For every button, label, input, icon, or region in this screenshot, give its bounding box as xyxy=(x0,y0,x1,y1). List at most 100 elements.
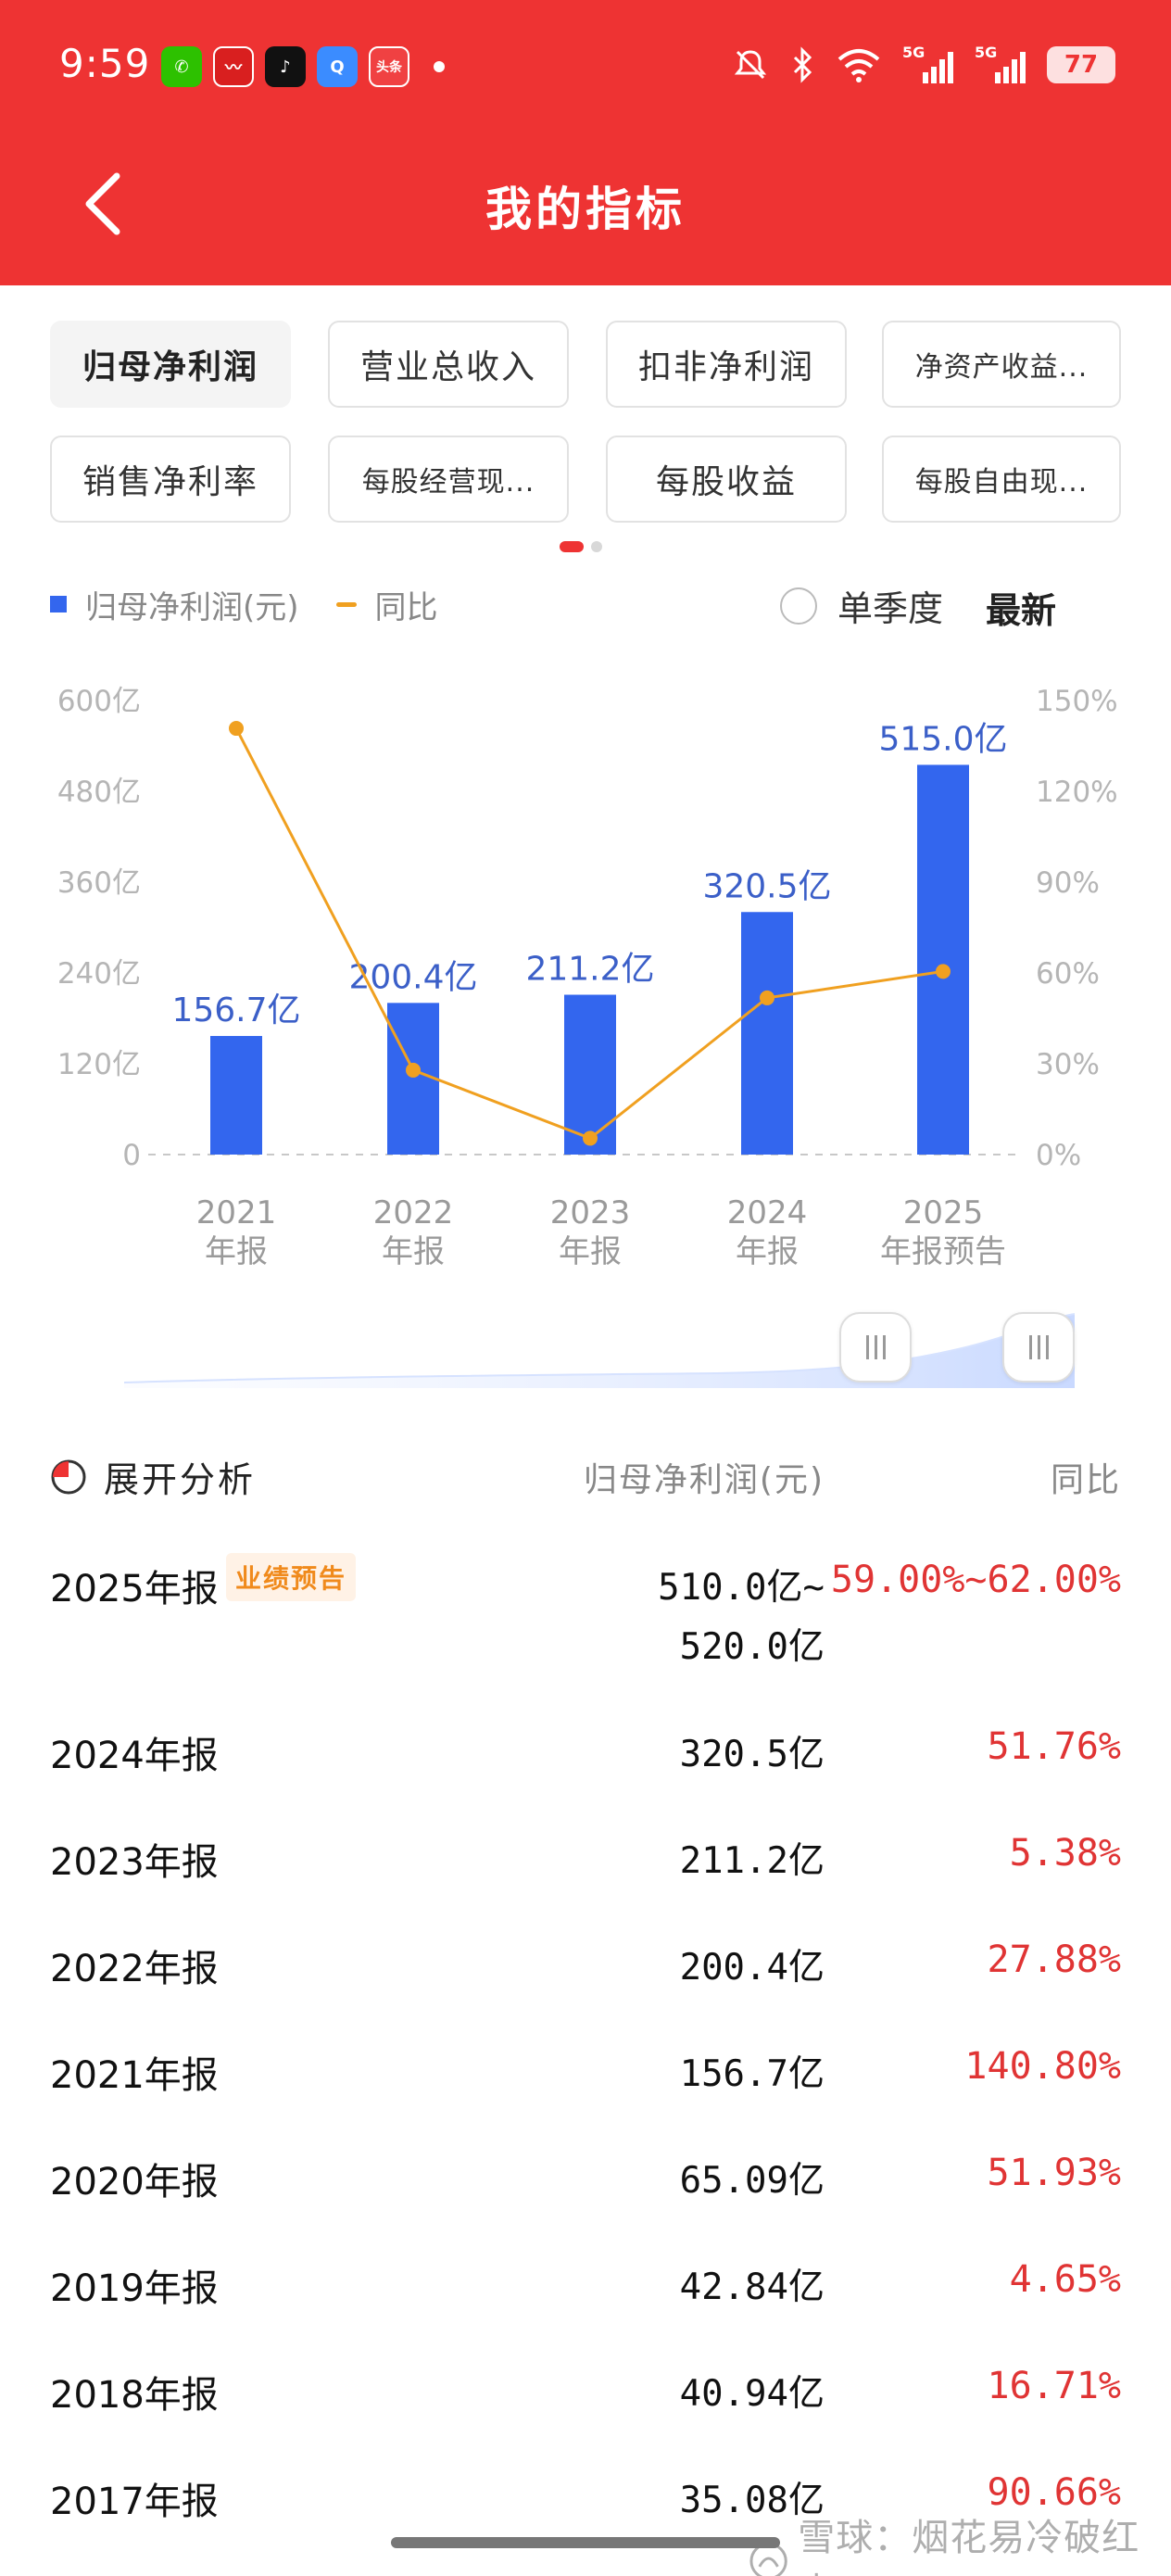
table-row[interactable]: 2025年报 业绩预告 510.0亿~ 520.0亿 59.00%~62.00% xyxy=(50,1553,1121,1679)
notification-icons: ✆ 〰 ♪ Q 头条 xyxy=(161,46,445,87)
forecast-badge: 业绩预告 xyxy=(226,1553,357,1601)
y-right-tick-label: 150% xyxy=(1036,685,1118,718)
row-yoy: 51.76% xyxy=(987,1725,1122,1768)
table-row[interactable]: 2021年报 156.7亿 140.80% xyxy=(50,2045,1121,2101)
y-right-tick-label: 60% xyxy=(1036,957,1100,991)
bar-net-profit xyxy=(387,1003,439,1155)
toutiao-icon: 头条 xyxy=(369,46,409,87)
row-yoy: 4.65% xyxy=(1009,2258,1121,2301)
row-yoy: 5.38% xyxy=(1009,1832,1121,1875)
x-category-label: 2024 xyxy=(727,1194,808,1231)
svg-text:5G: 5G xyxy=(902,44,925,61)
page-title: 我的指标 xyxy=(485,183,686,236)
table-row[interactable]: 2019年报 42.84亿 4.65% xyxy=(50,2258,1121,2314)
row-value: 65.09亿 xyxy=(679,2160,825,2202)
watermark-text: 雪球：烟花易冷破红尘 xyxy=(798,2517,1140,2576)
x-category-label: 2022 xyxy=(373,1194,454,1231)
table-row[interactable]: 2022年报 200.4亿 27.88% xyxy=(50,1938,1121,1994)
home-indicator[interactable] xyxy=(391,2537,780,2548)
battery-icon: 77 xyxy=(1047,46,1115,83)
metric-chip-deducted-profit[interactable]: 扣非净利润 xyxy=(606,321,847,408)
x-category-label: 2023 xyxy=(550,1194,631,1231)
x-category-label: 年报 xyxy=(736,1233,799,1270)
x-category-label: 2025 xyxy=(903,1194,984,1231)
expand-analysis-button[interactable]: 展开分析 xyxy=(50,1451,256,1502)
column-header-value: 归母净利润(元) xyxy=(583,1461,825,1499)
row-value: 510.0亿~ xyxy=(658,1567,825,1609)
table-row[interactable]: 2017年报 35.08亿 90.66% xyxy=(50,2471,1121,2527)
signal-5g-icon: 5G xyxy=(902,44,953,83)
row-period: 2020年报 xyxy=(50,2161,219,2203)
bar-net-profit xyxy=(210,1036,262,1155)
bar-net-profit xyxy=(564,994,616,1155)
table-row[interactable]: 2020年报 65.09亿 51.93% xyxy=(50,2152,1121,2207)
legend-line-label: 同比 xyxy=(374,588,438,626)
metric-chip-roe[interactable]: 净资产收益... xyxy=(882,321,1121,408)
row-period: 2017年报 xyxy=(50,2481,219,2523)
bar-data-label: 200.4亿 xyxy=(348,958,477,996)
x-category-label: 2021 xyxy=(196,1194,277,1231)
metric-chip-operating-cash[interactable]: 每股经营现... xyxy=(328,436,569,523)
row-value: 320.5亿 xyxy=(679,1734,825,1775)
x-category-label: 年报 xyxy=(205,1233,268,1270)
metric-chip-revenue[interactable]: 营业总收入 xyxy=(328,321,569,408)
svg-text:5G: 5G xyxy=(975,44,997,61)
wifi-icon xyxy=(837,49,880,82)
row-period: 2024年报 xyxy=(50,1735,219,1777)
legend-line-swatch xyxy=(335,601,357,607)
bar-data-label: 156.7亿 xyxy=(171,991,300,1029)
chart-range-slider[interactable] xyxy=(124,1308,1075,1388)
range-handle-left[interactable] xyxy=(839,1312,912,1383)
row-value: 40.94亿 xyxy=(679,2373,825,2415)
row-value: 156.7亿 xyxy=(679,2053,825,2095)
line-yoy-point xyxy=(406,1062,421,1078)
x-category-label: 年报 xyxy=(559,1233,622,1270)
watermark: 雪球：烟花易冷破红尘 xyxy=(749,2507,1171,2576)
row-yoy: 90.66% xyxy=(987,2471,1122,2514)
row-period: 2022年报 xyxy=(50,1948,219,1990)
row-yoy: 27.88% xyxy=(987,1938,1122,1981)
row-period: 2021年报 xyxy=(50,2054,219,2097)
pager-dot xyxy=(591,541,602,552)
row-value: 200.4亿 xyxy=(679,1947,825,1989)
pie-chart-icon xyxy=(51,1459,86,1494)
y-right-tick-label: 90% xyxy=(1036,866,1100,900)
bar-net-profit xyxy=(741,912,793,1155)
wechat-icon: ✆ xyxy=(161,46,202,87)
x-category-label: 年报 xyxy=(382,1233,445,1270)
bar-net-profit xyxy=(917,764,969,1155)
y-right-tick-label: 30% xyxy=(1036,1048,1100,1081)
metric-chip-free-cash[interactable]: 每股自由现... xyxy=(882,436,1121,523)
browser-icon: Q xyxy=(317,46,358,87)
x-category-label: 年报预告 xyxy=(880,1233,1006,1270)
row-period: 2018年报 xyxy=(50,2374,219,2417)
y-left-tick-label: 600亿 xyxy=(57,685,141,718)
signal-5g-2-icon: 5G xyxy=(975,44,1026,83)
metric-chip-net-profit[interactable]: 归母净利润 xyxy=(50,321,291,408)
y-left-tick-label: 480亿 xyxy=(57,776,141,809)
chart-legend: 归母净利润(元) 同比 xyxy=(50,576,438,632)
y-left-tick-label: 360亿 xyxy=(57,866,141,900)
quarter-toggle[interactable]: 单季度 xyxy=(780,580,943,631)
row-value-upper: 520.0亿 xyxy=(679,1626,825,1668)
range-handle-right[interactable] xyxy=(1002,1312,1075,1383)
legend-bar-label: 归母净利润(元) xyxy=(85,588,299,626)
latest-button[interactable]: 最新 xyxy=(986,590,1057,631)
bar-data-label: 320.5亿 xyxy=(702,867,831,905)
metric-chip-net-margin[interactable]: 销售净利率 xyxy=(50,436,291,523)
legend-bar-swatch xyxy=(50,596,67,612)
grip-icon xyxy=(865,1335,886,1359)
more-notifications-icon xyxy=(434,61,445,72)
table-row[interactable]: 2024年报 320.5亿 51.76% xyxy=(50,1725,1121,1781)
table-row[interactable]: 2023年报 211.2亿 5.38% xyxy=(50,1832,1121,1888)
table-row[interactable]: 2018年报 40.94亿 16.71% xyxy=(50,2365,1121,2420)
quarter-radio[interactable] xyxy=(780,587,817,625)
bar-data-label: 211.2亿 xyxy=(525,951,654,989)
expand-analysis-label: 展开分析 xyxy=(104,1459,257,1500)
line-yoy-point xyxy=(936,964,951,979)
back-button[interactable] xyxy=(74,167,139,241)
grip-icon xyxy=(1028,1335,1049,1359)
metrics-pager xyxy=(560,541,602,552)
metric-chip-eps[interactable]: 每股收益 xyxy=(606,436,847,523)
profit-chart: 0 120亿 240亿 360亿 480亿 600亿 0% 30% 60% 90% 120% 150%… xyxy=(57,685,1118,1270)
